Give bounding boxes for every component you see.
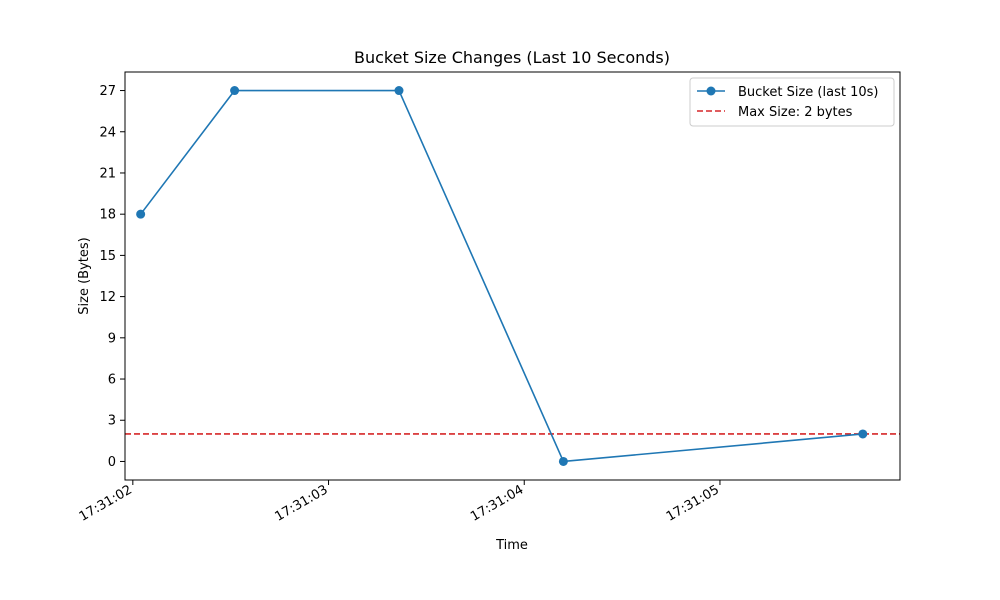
y-tick-label: 27: [99, 84, 116, 99]
legend: Bucket Size (last 10s) Max Size: 2 bytes: [689, 77, 895, 127]
data-point: [230, 86, 240, 96]
legend-series-marker: [706, 86, 716, 96]
data-point: [136, 209, 146, 219]
y-tick-label: 0: [108, 455, 116, 470]
legend-series-label: Bucket Size (last 10s): [738, 85, 878, 100]
y-tick-label: 9: [108, 331, 116, 346]
y-axis: 0 3 6 9 12 15 18 21 24 27: [99, 84, 125, 470]
plot-background: [125, 72, 900, 480]
legend-reference-label: Max Size: 2 bytes: [738, 105, 853, 120]
y-tick-label: 21: [99, 166, 116, 181]
x-axis-label: Time: [495, 538, 528, 553]
y-tick-label: 18: [99, 208, 116, 223]
data-point: [558, 456, 568, 466]
y-tick-label: 3: [108, 414, 116, 429]
data-point: [394, 86, 404, 96]
y-tick-label: 24: [99, 125, 116, 140]
y-tick-label: 6: [108, 373, 116, 388]
series-layer: [136, 86, 868, 466]
data-point: [858, 429, 868, 439]
plot-area: [124, 71, 901, 481]
y-tick-label: 15: [99, 249, 116, 264]
legend-box: [689, 77, 895, 127]
y-axis-label: Size (Bytes): [77, 237, 92, 314]
chart-title: Bucket Size Changes (Last 10 Seconds): [354, 48, 670, 67]
y-tick-label: 12: [99, 290, 116, 305]
plot-frame: [124, 71, 901, 481]
